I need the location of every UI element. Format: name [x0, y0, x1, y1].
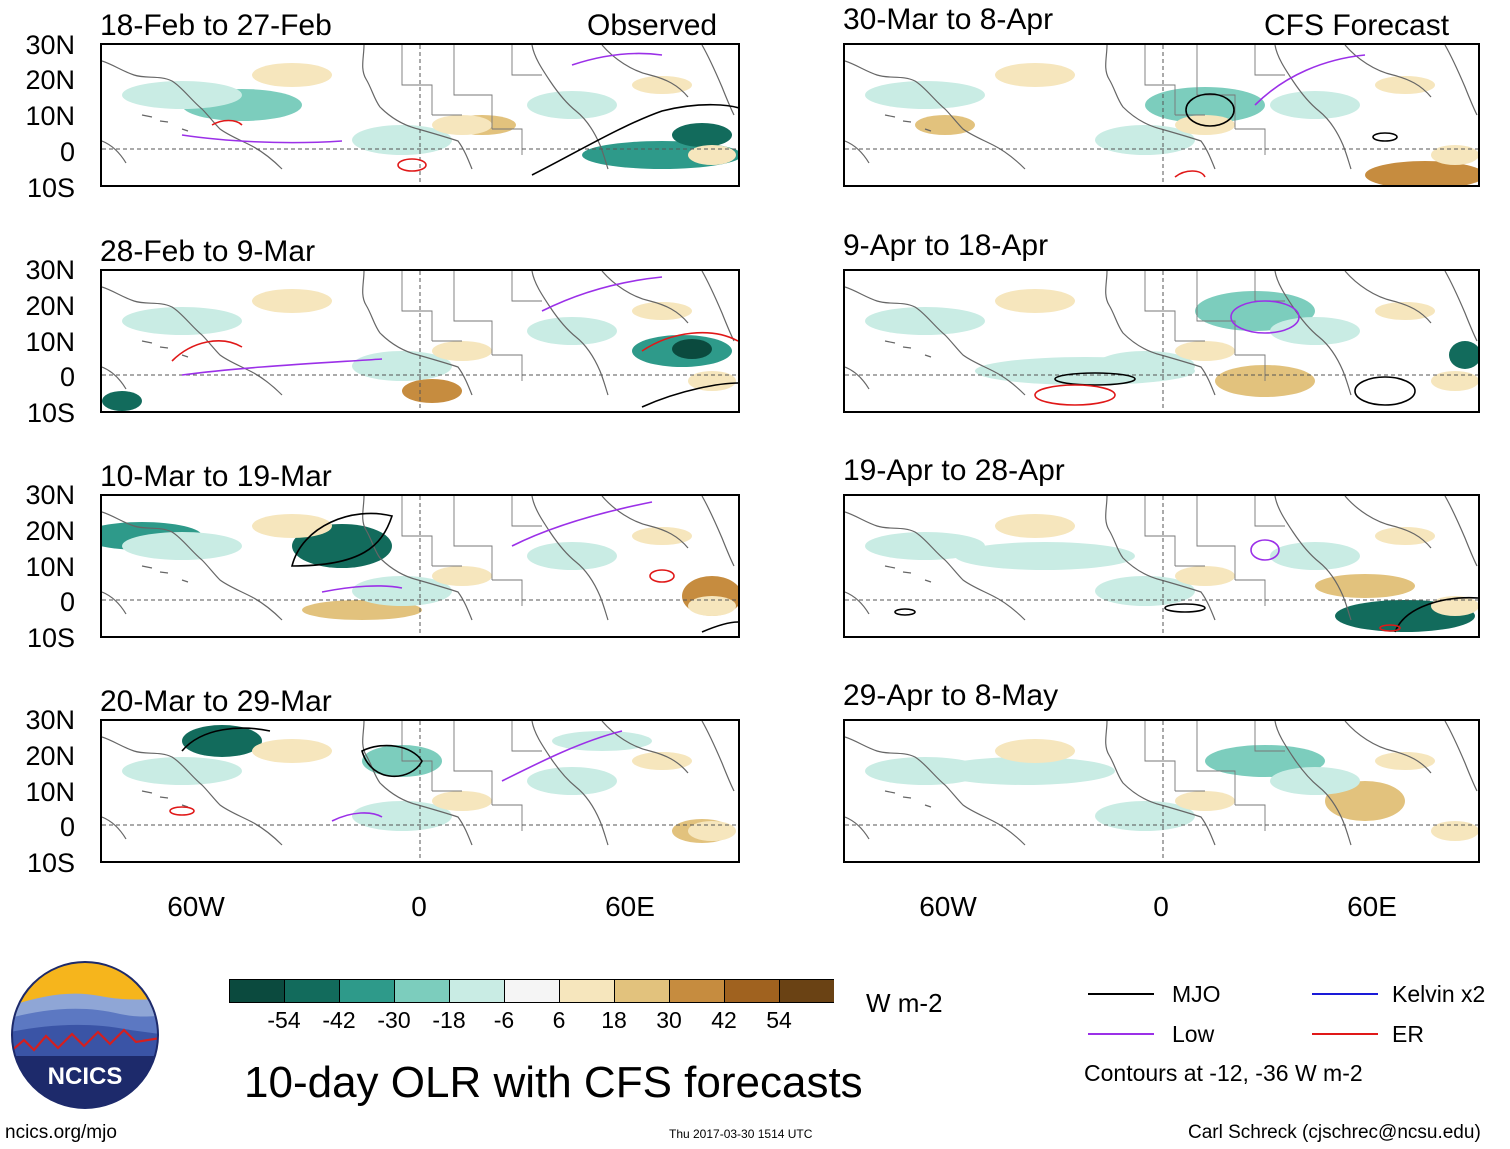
map-panel-4: [843, 269, 1480, 413]
legend-label-mjo: MJO: [1172, 981, 1221, 1007]
colorbar-tick: 18: [601, 1007, 627, 1033]
colorbar-swatch: [229, 979, 285, 1003]
map-panel-7: [100, 719, 740, 863]
map-panel-6: [843, 494, 1480, 638]
colorbar-swatch: [394, 979, 450, 1003]
lon-label-left-60w: 60W: [167, 891, 225, 922]
lat-label: 10N: [25, 777, 75, 807]
lon-label-right-60w: 60W: [919, 891, 977, 922]
legend-label-low: Low: [1172, 1021, 1215, 1047]
colorbar-swatch: [724, 979, 780, 1003]
ncics-logo: NCICS: [10, 960, 160, 1110]
legend-label-kelvin: Kelvin x2: [1392, 981, 1486, 1007]
map-panel-8: [843, 719, 1480, 863]
lat-label: 10S: [26, 173, 75, 203]
lat-label: 10N: [25, 552, 75, 582]
colorbar: [229, 979, 835, 1008]
colorbar-swatch: [339, 979, 395, 1003]
lon-label-left-60e: 60E: [605, 891, 655, 922]
legend-line-low: [1088, 1033, 1154, 1035]
lat-label: 20N: [25, 291, 75, 321]
main-title: 10-day OLR with CFS forecasts: [244, 1058, 863, 1107]
colorbar-tick: -42: [322, 1007, 356, 1033]
footer-timestamp: Thu 2017-03-30 1514 UTC: [669, 1127, 813, 1141]
lat-label: 10S: [26, 398, 75, 428]
footer-url[interactable]: ncics.org/mjo: [5, 1122, 117, 1143]
lon-label-right-0: 0: [1153, 891, 1169, 922]
legend-line-mjo: [1088, 993, 1154, 995]
lat-label: 0: [59, 812, 75, 842]
panel-title-4: 9-Apr to 18-Apr: [843, 229, 1049, 262]
colorbar-ticks: -54 -42 -30 -18 -6 6 18 30 42 54: [229, 1009, 849, 1035]
map-panel-3: [100, 269, 740, 413]
forecast-column-label: CFS Forecast: [1264, 9, 1450, 42]
lon-label-right-60e: 60E: [1347, 891, 1397, 922]
panel-title-5: 10-Mar to 19-Mar: [100, 460, 332, 493]
colorbar-tick: -30: [377, 1007, 411, 1033]
lat-label: 30N: [25, 30, 75, 60]
lat-label: 10S: [26, 848, 75, 878]
colorbar-tick: -6: [493, 1007, 515, 1033]
colorbar-swatch: [504, 979, 560, 1003]
panel-title-6: 19-Apr to 28-Apr: [843, 454, 1065, 487]
panel-title-7: 20-Mar to 29-Mar: [100, 685, 332, 718]
colorbar-swatch: [779, 979, 835, 1003]
lat-label: 10N: [25, 327, 75, 357]
logo-text: NCICS: [48, 1063, 123, 1090]
lat-label: 0: [59, 137, 75, 167]
colorbar-swatch: [559, 979, 615, 1003]
panel-title-1: 18-Feb to 27-Feb: [100, 9, 332, 42]
legend-line-er: [1312, 1033, 1378, 1035]
colorbar-tick: -54: [267, 1007, 301, 1033]
legend-line-kelvin: [1312, 993, 1378, 995]
legend-label-er: ER: [1392, 1021, 1424, 1047]
colorbar-tick: -18: [432, 1007, 466, 1033]
panel-title-8: 29-Apr to 8-May: [843, 679, 1059, 712]
observed-column-label: Observed: [587, 9, 718, 42]
colorbar-swatch: [669, 979, 725, 1003]
colorbar-swatch: [449, 979, 505, 1003]
colorbar-tick: 42: [711, 1007, 737, 1033]
lat-label: 0: [59, 587, 75, 617]
panel-title-2: 30-Mar to 8-Apr: [843, 3, 1054, 36]
lat-label: 0: [59, 362, 75, 392]
colorbar-swatch: [614, 979, 670, 1003]
colorbar-swatch: [284, 979, 340, 1003]
colorbar-units: W m-2: [866, 988, 943, 1018]
map-panel-2: [843, 43, 1480, 187]
map-panel-1: [100, 43, 740, 187]
colorbar-tick: 6: [552, 1007, 566, 1033]
colorbar-swatches: [229, 979, 835, 1003]
colorbar-tick: 54: [766, 1007, 792, 1033]
lat-label: 20N: [25, 65, 75, 95]
map-panel-5: [100, 494, 740, 638]
lat-label: 10S: [26, 623, 75, 653]
lat-label: 30N: [25, 480, 75, 510]
footer-credit: Carl Schreck (cjschrec@ncsu.edu): [1188, 1122, 1481, 1143]
lat-label: 20N: [25, 516, 75, 546]
colorbar-tick: 30: [656, 1007, 682, 1033]
lat-label: 30N: [25, 255, 75, 285]
legend-contour-note: Contours at -12, -36 W m-2: [1084, 1060, 1363, 1086]
lon-label-left-0: 0: [411, 891, 427, 922]
lat-label: 20N: [25, 741, 75, 771]
panel-title-3: 28-Feb to 9-Mar: [100, 235, 316, 268]
lat-label: 30N: [25, 705, 75, 735]
lat-label: 10N: [25, 101, 75, 131]
